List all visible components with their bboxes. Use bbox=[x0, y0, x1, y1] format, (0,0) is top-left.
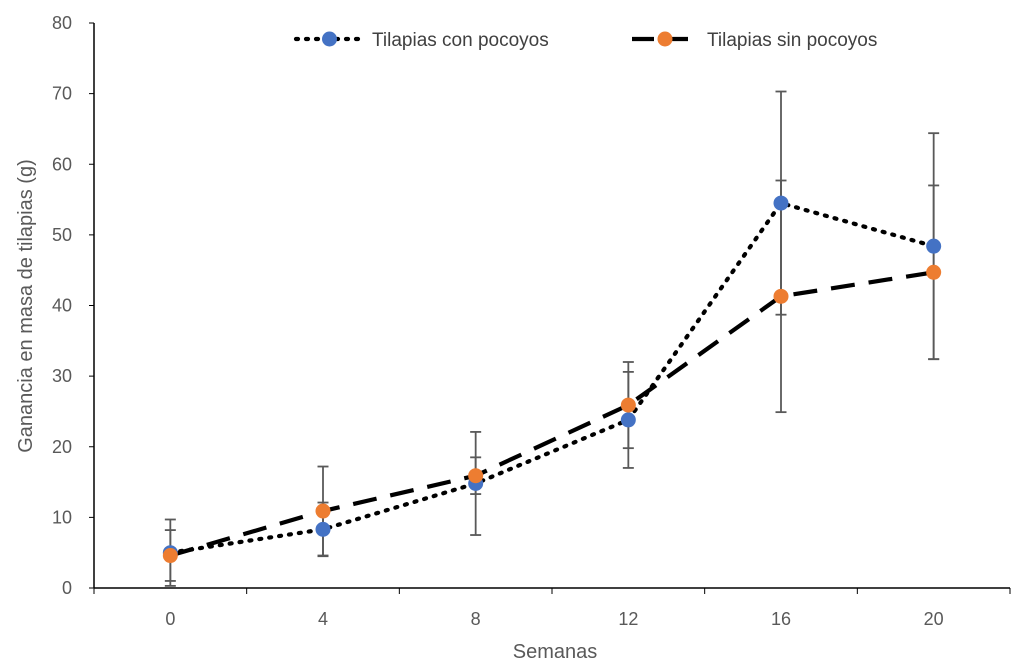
x-tick-labels: 0 4 8 12 16 20 bbox=[165, 609, 943, 629]
legend-label: Tilapias con pocoyos bbox=[372, 30, 549, 51]
data-point bbox=[773, 195, 789, 211]
y-tick-label: 50 bbox=[52, 225, 72, 245]
y-tick-label: 70 bbox=[52, 84, 72, 104]
data-point bbox=[468, 468, 484, 484]
error-bars bbox=[164, 90, 940, 587]
data-point bbox=[926, 238, 942, 254]
x-tick-label: 8 bbox=[471, 609, 481, 629]
legend-label: Tilapias sin pocoyos bbox=[707, 30, 877, 51]
x-tick-label: 4 bbox=[318, 609, 328, 629]
y-tick-label: 40 bbox=[52, 296, 72, 316]
y-tick-label: 10 bbox=[52, 507, 72, 527]
data-point bbox=[315, 503, 331, 519]
data-points bbox=[162, 195, 942, 564]
data-point bbox=[162, 548, 178, 564]
y-tick-label: 30 bbox=[52, 366, 72, 386]
legend-marker bbox=[657, 31, 673, 47]
legend: Tilapias con pocoyos Tilapias sin pocoyos bbox=[293, 30, 877, 51]
legend-marker bbox=[322, 31, 337, 47]
y-tick-label: 80 bbox=[52, 13, 72, 33]
x-axis-title: Semanas bbox=[513, 641, 598, 663]
x-tick-label: 0 bbox=[165, 609, 175, 629]
x-tick-label: 16 bbox=[771, 609, 791, 629]
y-tick-labels: 0 10 20 30 40 50 60 70 80 bbox=[52, 13, 94, 598]
series-line bbox=[169, 270, 934, 558]
y-tick-label: 20 bbox=[52, 437, 72, 457]
x-tick-label: 12 bbox=[618, 609, 638, 629]
data-point bbox=[926, 264, 942, 280]
data-point bbox=[773, 288, 789, 304]
data-point bbox=[620, 397, 636, 413]
y-axis-title: Ganancia en masa de tilapias (g) bbox=[15, 159, 37, 453]
data-point bbox=[315, 521, 331, 537]
y-tick-label: 0 bbox=[62, 578, 72, 598]
data-point bbox=[620, 412, 636, 428]
series-line bbox=[168, 200, 936, 555]
y-tick-label: 60 bbox=[52, 154, 72, 174]
series-lines bbox=[168, 200, 936, 558]
x-tick-marks bbox=[93, 588, 1011, 594]
x-tick-label: 20 bbox=[924, 609, 944, 629]
